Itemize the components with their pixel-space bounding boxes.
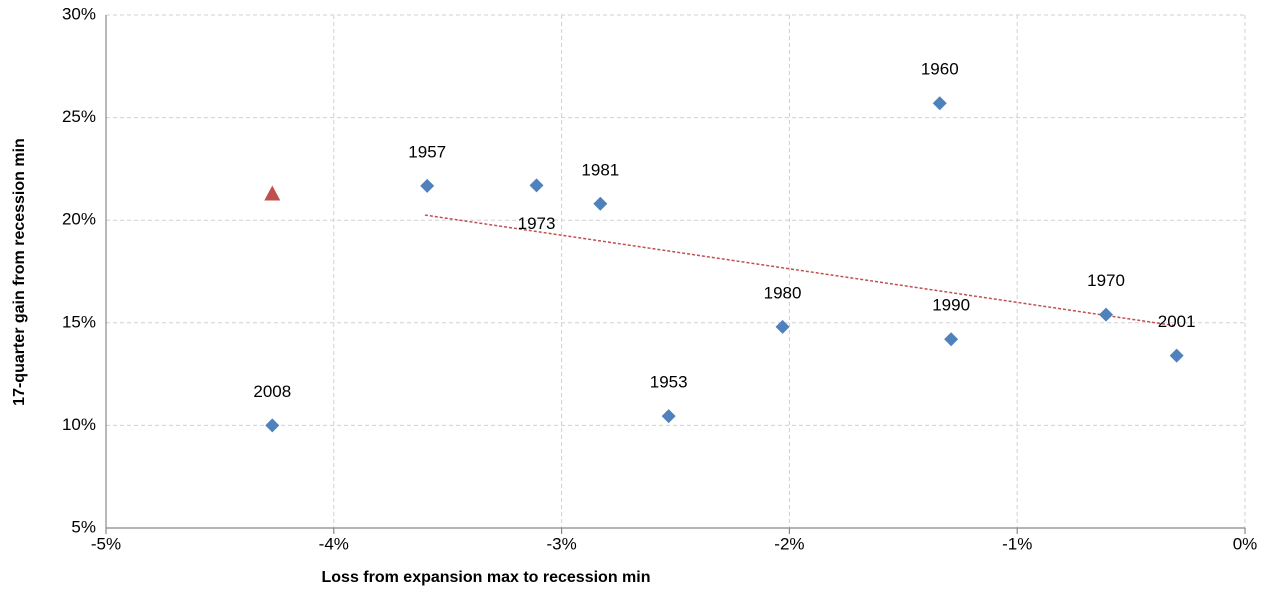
- point-label: 1980: [764, 283, 802, 302]
- y-tick-label: 15%: [62, 312, 96, 331]
- point-label: 1953: [650, 373, 688, 392]
- y-tick-label: 20%: [62, 210, 96, 229]
- y-tick-label: 30%: [62, 4, 96, 23]
- point-label: 1970: [1087, 271, 1125, 290]
- data-point: [264, 185, 281, 201]
- point-label: 1990: [932, 296, 970, 315]
- data-point: [265, 418, 280, 433]
- x-axis-title: Loss from expansion max to recession min: [322, 569, 651, 586]
- point-label: 2008: [253, 382, 291, 401]
- data-point: [775, 319, 790, 334]
- data-point: [420, 178, 435, 193]
- data-point: [529, 178, 544, 193]
- x-tick-label: -5%: [91, 534, 121, 553]
- point-label: 1960: [921, 60, 959, 79]
- x-tick-label: 0%: [1233, 534, 1258, 553]
- data-point: [944, 332, 959, 347]
- point-label: 1957: [408, 142, 446, 161]
- data-point: [661, 409, 676, 424]
- y-axis-title: 17-quarter gain from recession min: [11, 138, 28, 406]
- y-tick-label: 5%: [71, 517, 96, 536]
- y-tick-label: 25%: [62, 107, 96, 126]
- point-label: 2001: [1158, 312, 1196, 331]
- x-tick-label: -3%: [546, 534, 576, 553]
- y-tick-label: 10%: [62, 415, 96, 434]
- trendline: [424, 214, 1177, 327]
- data-point: [932, 96, 947, 111]
- data-point: [593, 196, 608, 211]
- x-tick-label: -2%: [774, 534, 804, 553]
- x-tick-label: -4%: [319, 534, 349, 553]
- x-tick-label: -1%: [1002, 534, 1032, 553]
- data-point: [1169, 348, 1184, 363]
- data-point: [1099, 307, 1114, 322]
- point-label: 1981: [581, 160, 619, 179]
- point-label: 1973: [518, 214, 556, 233]
